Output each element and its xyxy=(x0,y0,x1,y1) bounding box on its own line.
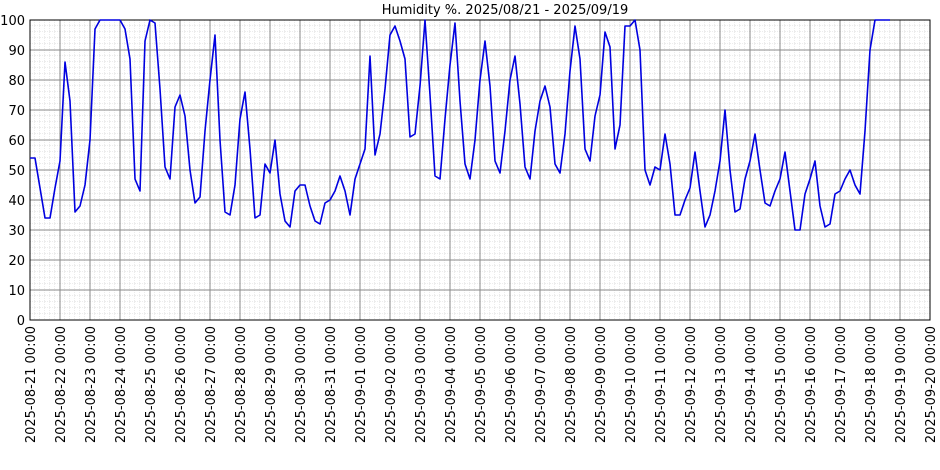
x-tick-label: 2025-08-31 00:00 xyxy=(324,326,339,443)
x-tick-label: 2025-09-20 00:00 xyxy=(924,326,939,443)
plot-frame xyxy=(29,19,931,321)
y-tick-label: 60 xyxy=(8,134,25,149)
x-tick-label: 2025-09-19 00:00 xyxy=(894,326,909,443)
y-tick-label: 50 xyxy=(8,164,25,179)
y-tick-label: 80 xyxy=(8,74,25,89)
x-tick-label: 2025-09-15 00:00 xyxy=(774,326,789,443)
y-tick-label: 90 xyxy=(8,44,25,59)
y-tick-label: 10 xyxy=(8,284,25,299)
data-line xyxy=(30,19,890,231)
x-tick-label: 2025-08-21 00:00 xyxy=(24,326,39,443)
x-tick-label: 2025-09-12 00:00 xyxy=(684,326,699,443)
x-tick-label: 2025-09-13 00:00 xyxy=(714,326,729,443)
x-tick-label: 2025-08-27 00:00 xyxy=(204,326,219,443)
x-tick-label: 2025-09-10 00:00 xyxy=(624,326,639,443)
chart-title: Humidity %. 2025/08/21 - 2025/09/19 xyxy=(382,3,629,18)
x-tick-label: 2025-09-11 00:00 xyxy=(654,326,669,443)
x-tick-label: 2025-09-09 00:00 xyxy=(594,326,609,443)
x-tick-label: 2025-08-29 00:00 xyxy=(264,326,279,443)
x-tick-label: 2025-08-30 00:00 xyxy=(294,326,309,443)
y-tick-label: 0 xyxy=(17,314,25,329)
x-tick-label: 2025-09-18 00:00 xyxy=(864,326,879,443)
x-tick-label: 2025-08-22 00:00 xyxy=(54,326,69,443)
y-tick-label: 30 xyxy=(8,224,25,239)
x-tick-label: 2025-09-03 00:00 xyxy=(414,326,429,443)
x-tick-label: 2025-09-17 00:00 xyxy=(834,326,849,443)
x-tick-label: 2025-08-24 00:00 xyxy=(114,326,129,443)
x-tick-label: 2025-09-06 00:00 xyxy=(504,326,519,443)
x-tick-label: 2025-09-01 00:00 xyxy=(354,326,369,443)
x-tick-label: 2025-08-25 00:00 xyxy=(144,326,159,443)
x-tick-label: 2025-08-26 00:00 xyxy=(174,326,189,443)
x-tick-label: 2025-08-28 00:00 xyxy=(234,326,249,443)
x-tick-label: 2025-09-08 00:00 xyxy=(564,326,579,443)
x-tick-label: 2025-08-23 00:00 xyxy=(84,326,99,443)
x-tick-label: 2025-09-02 00:00 xyxy=(384,326,399,443)
x-tick-label: 2025-09-05 00:00 xyxy=(474,326,489,443)
y-tick-label: 100 xyxy=(0,14,25,29)
y-tick-label: 70 xyxy=(8,104,25,119)
x-tick-label: 2025-09-16 00:00 xyxy=(804,326,819,443)
x-tick-label: 2025-09-14 00:00 xyxy=(744,326,759,443)
x-tick-label: 2025-09-07 00:00 xyxy=(534,326,549,443)
y-tick-label: 20 xyxy=(8,254,25,269)
y-tick-label: 40 xyxy=(8,194,25,209)
x-tick-label: 2025-09-04 00:00 xyxy=(444,326,459,443)
